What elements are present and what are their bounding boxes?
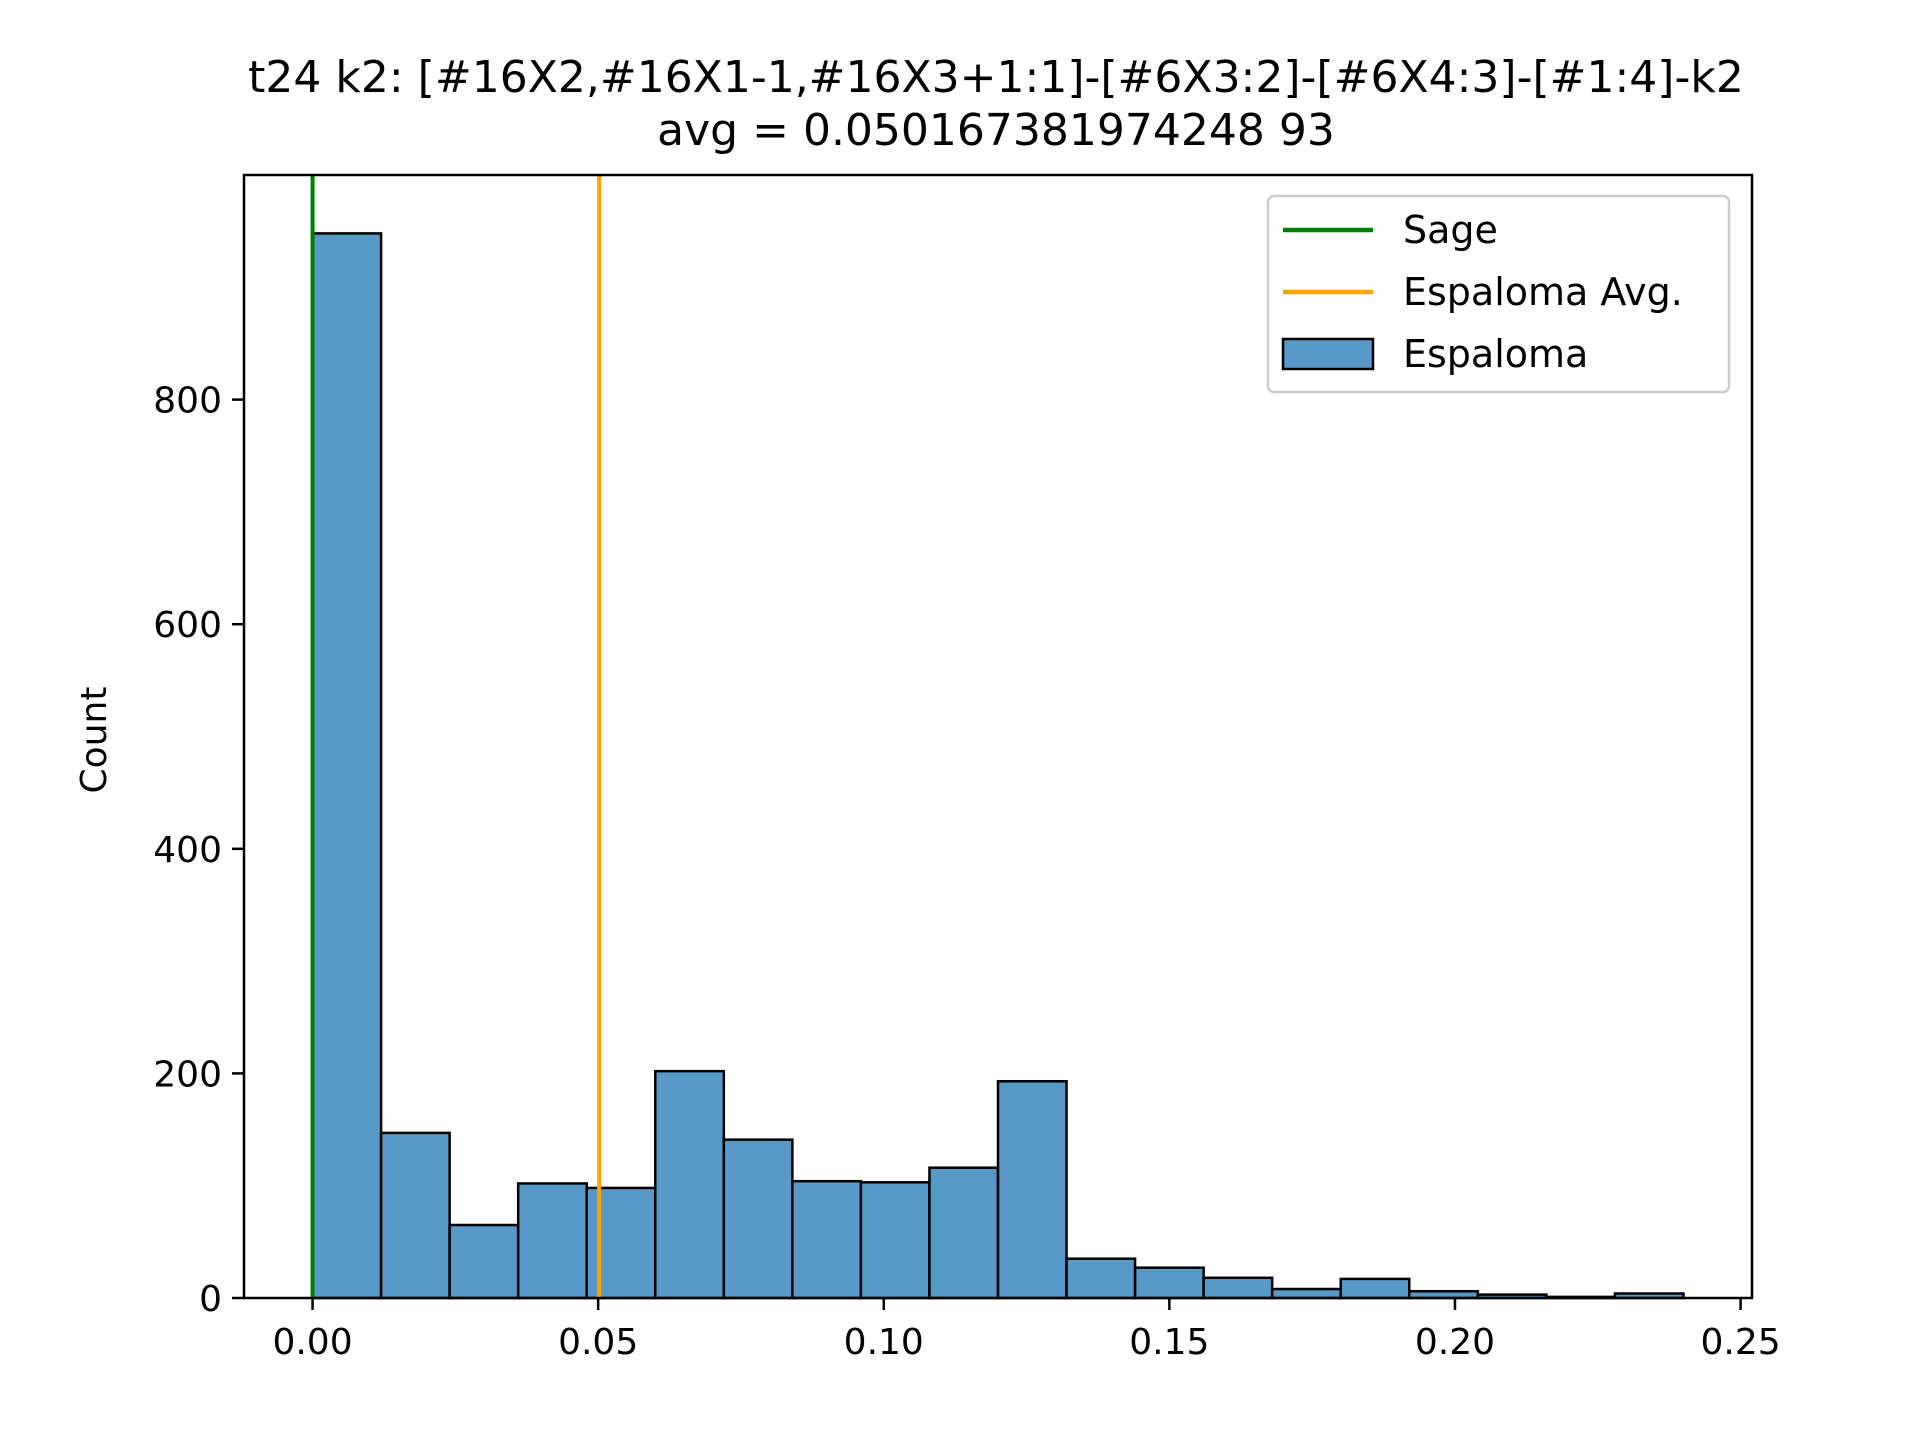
x-tick-label: 0.15 [1129, 1322, 1209, 1363]
histogram-bar [379, 1131, 451, 1300]
legend-espaloma-label: Espaloma [1403, 332, 1588, 376]
x-tick-label: 0.05 [558, 1322, 638, 1363]
legend-box [1266, 194, 1731, 394]
legend: Sage Espaloma Avg. Espaloma [1266, 194, 1731, 394]
histogram-bars [311, 232, 1685, 1300]
histogram-bar [1065, 1257, 1137, 1300]
y-tick-label: 600 [153, 605, 222, 646]
histogram-bar [448, 1223, 520, 1300]
histogram-bar [311, 232, 383, 1300]
legend-espaloma-swatch [1281, 337, 1375, 371]
histogram-bar [1202, 1276, 1274, 1300]
histogram-bar [791, 1179, 863, 1300]
histogram-bar [996, 1080, 1068, 1300]
plot-frame [242, 173, 1754, 1300]
histogram-bar [859, 1181, 931, 1300]
chart-title: t24 k2: [#16X2,#16X1-1,#16X3+1:1]-[#6X3:… [248, 52, 1744, 103]
reference-lines [310, 175, 602, 1298]
histogram-bar [722, 1138, 794, 1300]
x-tick-label: 0.10 [844, 1322, 924, 1363]
histogram-bar [1133, 1266, 1205, 1300]
histogram-bar [654, 1069, 726, 1300]
histogram-bar [928, 1166, 1000, 1300]
y-axis-label: Count [74, 687, 115, 794]
legend-espaloma-avg-label: Espaloma Avg. [1403, 270, 1683, 314]
x-tick-label: 0.25 [1700, 1322, 1780, 1363]
x-tick-label: 0.00 [272, 1322, 352, 1363]
chart-subtitle: avg = 0.050167381974248 93 [657, 105, 1335, 156]
y-tick-label: 200 [153, 1054, 222, 1095]
x-axis: 0.00 0.05 0.10 0.15 0.20 0.25 [272, 1298, 1781, 1363]
histogram-bar [1339, 1277, 1411, 1300]
legend-sage-label: Sage [1403, 208, 1498, 252]
y-axis: 0 200 400 600 800 [153, 381, 244, 1320]
y-tick-label: 0 [199, 1279, 222, 1320]
y-tick-label: 400 [153, 830, 222, 871]
histogram-bar [585, 1186, 657, 1300]
histogram-bar [1270, 1287, 1342, 1300]
histogram-bar [516, 1182, 588, 1300]
y-tick-label: 800 [153, 381, 222, 422]
x-tick-label: 0.20 [1415, 1322, 1495, 1363]
